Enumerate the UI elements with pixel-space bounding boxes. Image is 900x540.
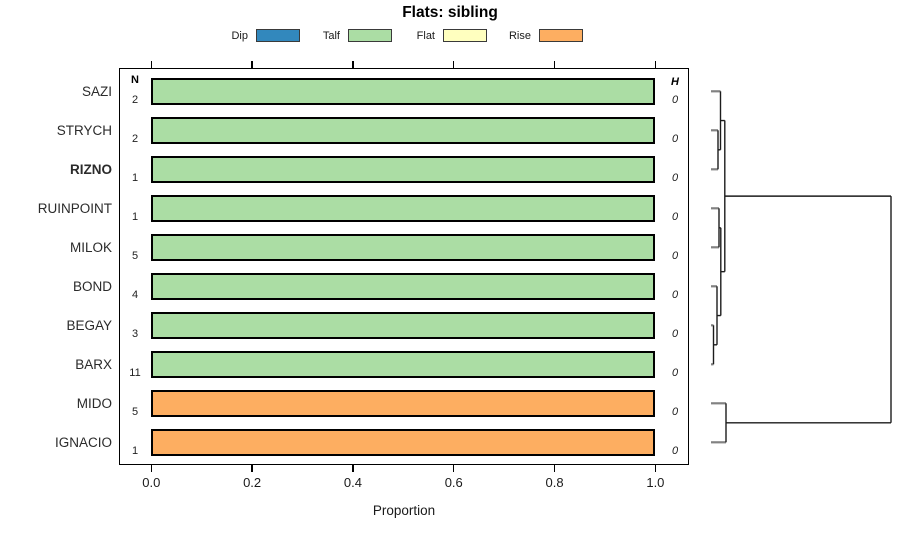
- h-value: 0: [671, 249, 679, 262]
- h-value: 0: [671, 444, 679, 457]
- legend-label: Dip: [231, 29, 248, 42]
- h-column-header: H: [671, 76, 679, 88]
- category-label: RIZNO: [70, 161, 112, 177]
- x-axis-tick-label: 0.0: [142, 475, 161, 490]
- n-value: 1: [131, 210, 139, 223]
- proportion-bar: [151, 272, 656, 300]
- legend-swatch: [348, 29, 392, 42]
- x-axis-tick-top: [453, 61, 455, 68]
- x-axis-tick: [553, 465, 556, 472]
- h-value: 0: [671, 288, 679, 301]
- legend-label: Flat: [416, 29, 435, 42]
- n-value: 1: [131, 171, 139, 184]
- x-axis-tick: [654, 465, 657, 472]
- x-axis-tick: [352, 465, 354, 472]
- x-axis-tick-label: 0.6: [444, 475, 463, 490]
- n-value: 2: [131, 132, 139, 145]
- legend-label: Talf: [322, 29, 340, 42]
- proportion-bar: [151, 77, 656, 105]
- category-label: MILOK: [69, 239, 112, 255]
- x-axis-tick-label: 0.8: [545, 475, 564, 490]
- category-label: RUINPOINT: [37, 200, 112, 216]
- proportion-bar: [151, 155, 656, 183]
- h-value: 0: [671, 405, 679, 418]
- n-value: 4: [131, 288, 139, 301]
- legend-item: Rise: [504, 28, 583, 43]
- proportion-bar: [151, 389, 656, 417]
- x-axis-tick-label: 0.2: [243, 475, 262, 490]
- x-axis-tick-top: [352, 61, 354, 68]
- x-axis-label: Proportion: [372, 503, 436, 518]
- x-axis-tick-top: [553, 61, 556, 68]
- category-label: SAZI: [81, 83, 112, 99]
- n-value: 2: [131, 93, 139, 106]
- x-axis-tick-top: [150, 61, 152, 68]
- chart-title: Flats: sibling: [402, 4, 498, 21]
- x-axis-tick-label: 1.0: [646, 475, 665, 490]
- x-axis-tick-top: [654, 61, 657, 68]
- proportion-bar: [151, 311, 656, 339]
- n-value: 11: [129, 366, 141, 379]
- legend-item: Dip: [221, 28, 300, 43]
- category-label: STRYCH: [56, 122, 112, 138]
- h-value: 0: [671, 366, 679, 379]
- h-value: 0: [671, 93, 679, 106]
- legend-swatch: [443, 29, 487, 42]
- n-value: 5: [131, 405, 139, 418]
- h-value: 0: [671, 327, 679, 340]
- x-axis-tick: [453, 465, 455, 472]
- x-axis-tick: [150, 465, 152, 472]
- category-label: BARX: [75, 356, 112, 372]
- proportion-bar: [151, 194, 656, 222]
- n-value: 5: [131, 249, 139, 262]
- category-label: MIDO: [76, 395, 112, 411]
- legend-item: Talf: [313, 28, 392, 43]
- proportion-bar: [151, 116, 656, 144]
- legend-item: Flat: [408, 28, 487, 43]
- proportion-bar: [151, 233, 656, 261]
- category-label: BEGAY: [66, 317, 112, 333]
- x-axis-tick-label: 0.4: [343, 475, 362, 490]
- h-value: 0: [671, 171, 679, 184]
- category-label: BOND: [72, 278, 112, 294]
- n-value: 1: [131, 444, 139, 457]
- proportion-bar: [151, 350, 656, 378]
- n-column-header: N: [131, 74, 139, 86]
- legend-swatch: [539, 29, 583, 42]
- x-axis-tick: [251, 465, 253, 472]
- legend-swatch: [256, 29, 300, 42]
- legend-label: Rise: [508, 29, 531, 42]
- h-value: 0: [671, 132, 679, 145]
- x-axis-tick-top: [251, 61, 253, 68]
- proportion-bar: [151, 428, 656, 456]
- n-value: 3: [131, 327, 139, 340]
- h-value: 0: [671, 210, 679, 223]
- category-label: IGNACIO: [54, 434, 112, 450]
